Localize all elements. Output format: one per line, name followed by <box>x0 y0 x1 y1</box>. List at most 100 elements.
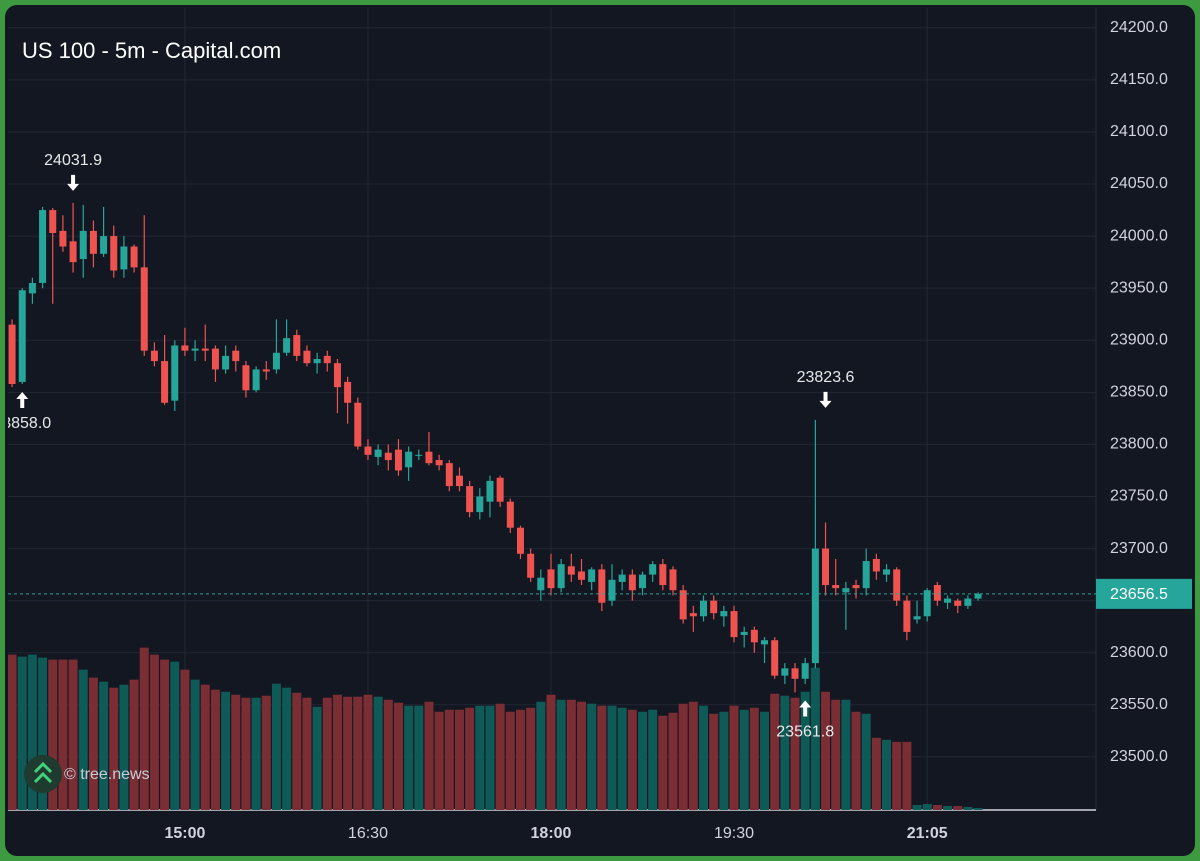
candle-body <box>781 668 789 676</box>
y-tick-label: 24000.0 <box>1110 227 1168 244</box>
candle-body <box>211 348 219 370</box>
candle-body <box>242 365 250 391</box>
candle-body <box>496 477 504 502</box>
candle-body <box>161 361 169 403</box>
candle-body <box>516 527 524 554</box>
volume-bar <box>149 654 159 810</box>
candle-body <box>49 210 57 233</box>
volume-bar <box>597 705 607 810</box>
candle-body <box>435 460 443 466</box>
volume-bar <box>27 654 37 810</box>
candle-body <box>232 350 240 362</box>
volume-bar <box>587 703 597 810</box>
candle-body <box>689 613 697 617</box>
volume-bar <box>729 705 739 810</box>
volume-bar <box>678 703 688 810</box>
axes: 23500.023550.023600.023650.023700.023750… <box>164 19 1192 842</box>
volume-bar <box>210 689 220 810</box>
candle-body <box>272 352 280 370</box>
candle-body <box>69 241 77 263</box>
volume-bar <box>261 695 271 810</box>
volume-bar <box>292 692 302 810</box>
candle-body <box>39 210 47 283</box>
candle-body <box>303 350 311 364</box>
volume-bar <box>312 706 322 810</box>
volume <box>8 647 983 810</box>
x-tick-label: 18:00 <box>531 825 572 842</box>
volume-bar <box>668 712 678 810</box>
y-tick-label: 23600.0 <box>1110 644 1168 661</box>
volume-bar <box>760 711 770 810</box>
y-tick-label: 24100.0 <box>1110 123 1168 140</box>
volume-bar <box>383 699 393 810</box>
candle-body <box>181 345 189 351</box>
candle-body <box>18 290 26 382</box>
candle-body <box>130 246 138 268</box>
volume-bar <box>302 697 312 810</box>
candle-body <box>293 335 301 356</box>
y-tick-label: 23800.0 <box>1110 436 1168 453</box>
volume-bar <box>922 803 932 810</box>
candle-body <box>506 501 514 528</box>
y-tick-label: 23500.0 <box>1110 748 1168 765</box>
candle-body <box>628 574 636 591</box>
volume-bar <box>576 701 586 810</box>
y-tick-label: 24050.0 <box>1110 175 1168 192</box>
candle-body <box>852 585 860 589</box>
candle-body <box>588 569 596 582</box>
candle-body <box>486 480 494 502</box>
candle-body <box>476 496 484 513</box>
chart-title: US 100 - 5m - Capital.com <box>22 38 281 63</box>
candle-body <box>455 475 463 487</box>
candle-body <box>537 577 545 591</box>
volume-bar <box>892 741 902 810</box>
volume-bar <box>556 699 566 810</box>
volume-bar <box>688 701 698 810</box>
volume-bar <box>99 681 109 810</box>
candles <box>8 202 1096 693</box>
volume-bar <box>139 647 149 810</box>
volume-bar <box>953 805 963 810</box>
volume-bar <box>943 805 953 810</box>
volume-bar <box>68 659 78 810</box>
candle-body <box>120 246 128 270</box>
volume-bar <box>404 705 414 810</box>
annotation-arrow <box>819 391 832 408</box>
candle-body <box>913 616 921 620</box>
candle-body <box>384 452 392 461</box>
candle-body <box>445 463 453 487</box>
x-tick-label: 15:00 <box>164 825 205 842</box>
volume-bar <box>831 699 841 810</box>
volume-bar <box>424 701 434 810</box>
candle-body <box>547 569 555 589</box>
candle-body <box>638 574 646 589</box>
candle-body <box>598 569 606 603</box>
volume-bar <box>709 713 719 810</box>
volume-bar <box>719 711 729 810</box>
volume-bar <box>271 683 281 810</box>
candle-body <box>954 600 962 606</box>
volume-bar <box>58 659 68 810</box>
volume-bar <box>566 699 576 810</box>
candle-body <box>923 590 931 617</box>
candle-body <box>730 611 738 638</box>
volume-bar <box>38 657 48 810</box>
panel <box>5 5 1195 856</box>
candle-body <box>8 324 16 385</box>
volume-bar <box>241 697 251 810</box>
volume-bar <box>546 694 556 810</box>
y-tick-label: 23950.0 <box>1110 279 1168 296</box>
x-tick-label: 21:05 <box>907 825 948 842</box>
candle-body <box>28 282 36 294</box>
annotations: 24031.9 23858.0 23823.6 23561.8 <box>8 152 855 741</box>
candle-body <box>415 454 423 456</box>
last-price-box <box>1096 578 1192 609</box>
volume-bar <box>170 661 180 810</box>
volume-bar <box>88 677 98 810</box>
y-tick-label: 23750.0 <box>1110 488 1168 505</box>
volume-bar <box>444 709 454 810</box>
annotation-label: 24031.9 <box>44 152 102 169</box>
volume-bar <box>607 705 617 810</box>
candle-body <box>79 230 87 260</box>
volume-bar <box>912 804 922 810</box>
